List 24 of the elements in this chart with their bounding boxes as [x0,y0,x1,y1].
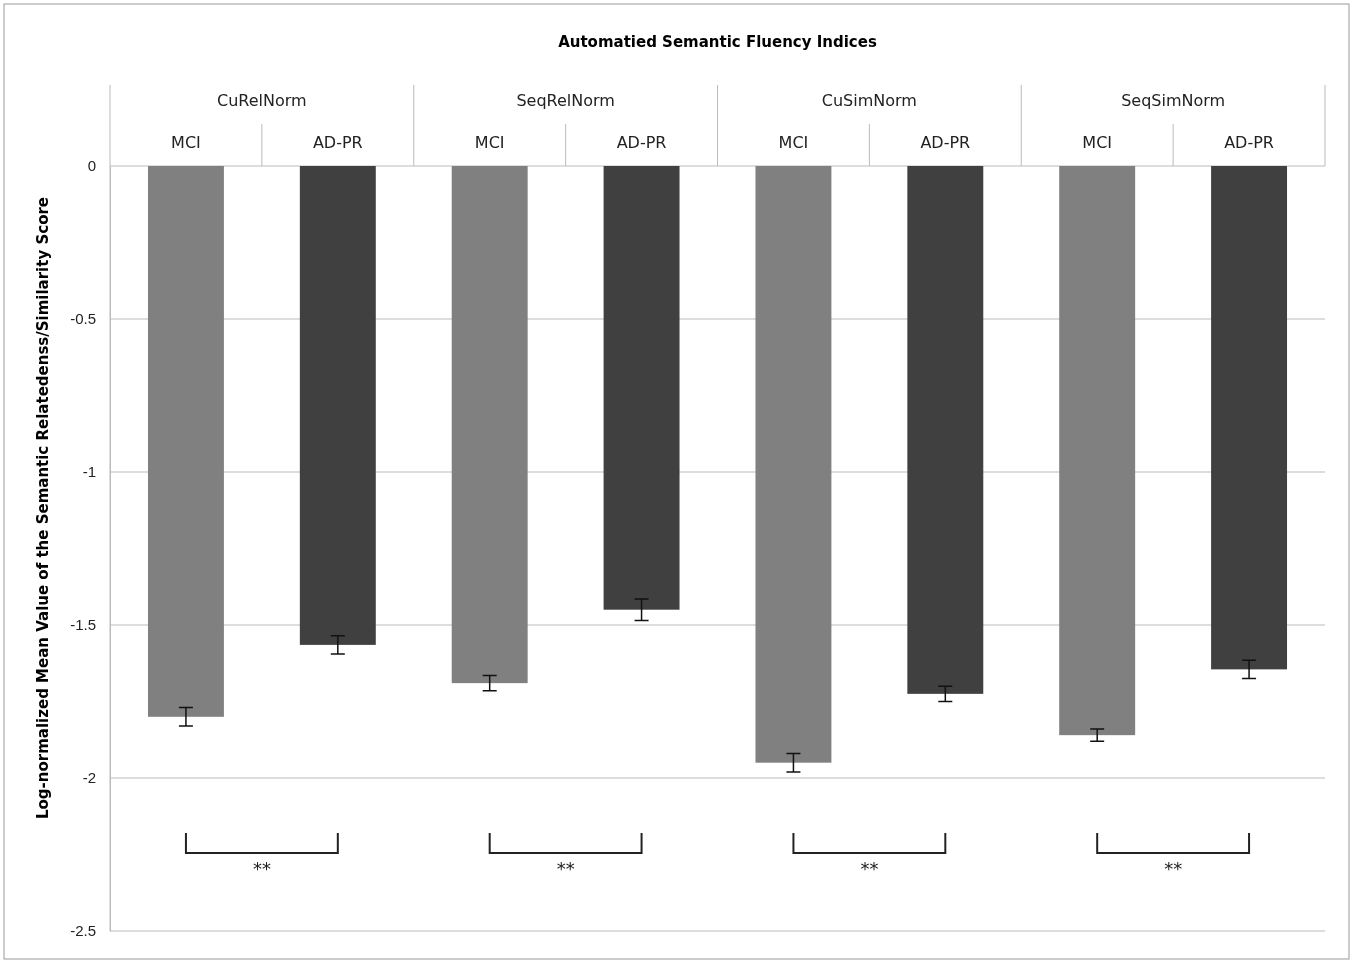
x-tick-label: MCI [474,133,505,152]
x-tick-label: AD-PR [1224,133,1274,152]
y-axis-title: Log-normalized Mean Value of the Semantic Relatedenss/Similarity Score [34,196,52,820]
text: SeqSimNorm [1121,91,1226,110]
x-tick-label: MCI [778,133,809,152]
text: SeqRelNorm [516,91,615,110]
x-tick-label: MCI [171,133,201,152]
y-tick-label: 0 [87,157,96,175]
annotation: ** [860,858,879,879]
y-tick-label: -0.5 [70,310,96,328]
x-tick-label: MCI [1082,133,1113,152]
y-tick-label: -1 [82,463,96,481]
text: CuSimNorm [821,91,917,110]
x-tick-label: AD-PR [920,133,971,152]
y-tick-label: -2.5 [70,922,96,940]
y-tick-label: -2 [82,769,96,787]
text: CuRelNorm [217,91,307,110]
annotation: ** [1164,858,1183,879]
x-tick-label: AD-PR [312,133,363,152]
annotation: ** [556,858,575,879]
annotation: ** [252,858,271,879]
chart-title: Automatied Semantic Fluency Indices [558,33,877,51]
x-tick-label: AD-PR [616,133,667,152]
y-tick-label: -1.5 [70,616,96,634]
